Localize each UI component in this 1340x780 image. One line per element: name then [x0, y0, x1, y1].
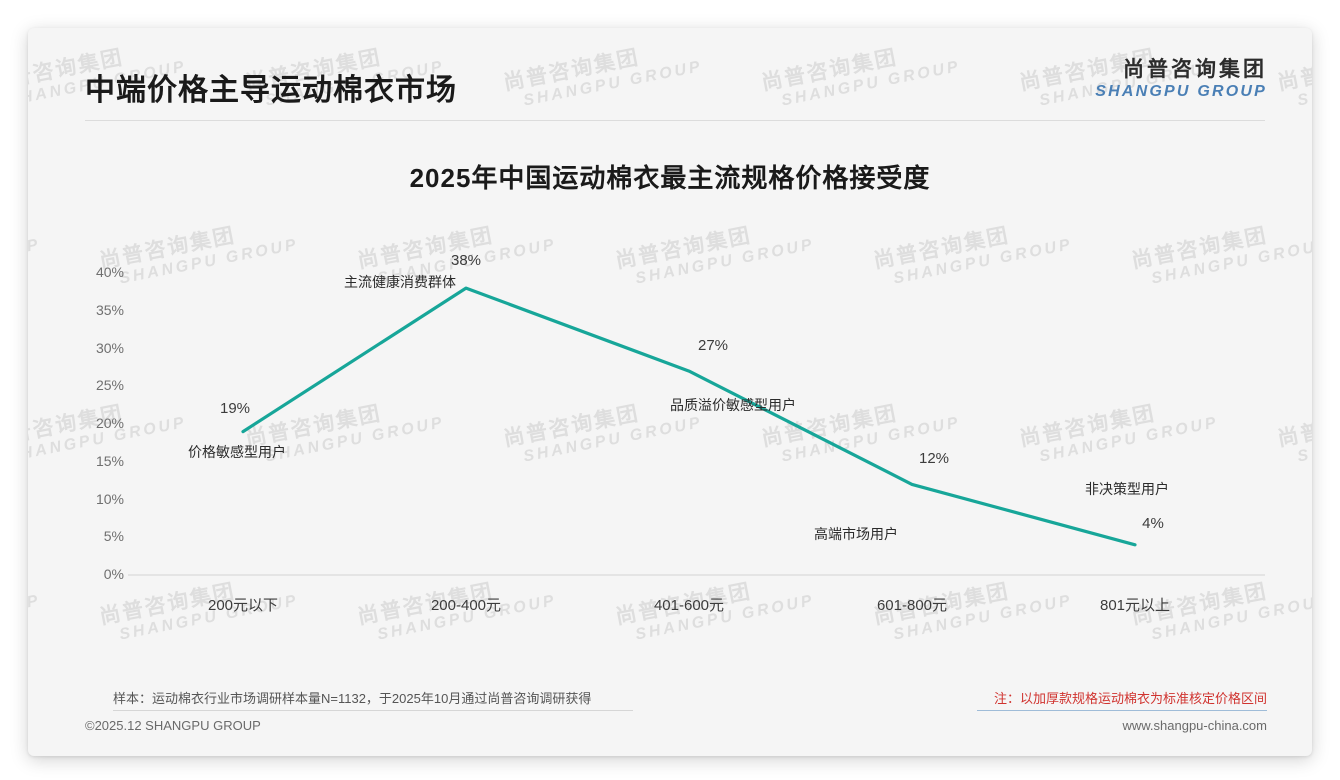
point-annotation-label: 非决策型用户	[1085, 480, 1169, 497]
sample-note: 样本：运动棉衣行业市场调研样本量N=1132，于2025年10月通过尚普咨询调研…	[113, 691, 592, 706]
y-axis-tick-label: 5%	[103, 528, 124, 545]
website-link[interactable]: www.shangpu-china.com	[1122, 718, 1267, 733]
company-logo: 尚普咨询集团 SHANGPU GROUP	[1095, 58, 1267, 103]
slide-footer: ©2025.12 SHANGPU GROUP www.shangpu-china…	[28, 710, 1312, 756]
slide-card: 尚普咨询集团 SHANGPU GROUP 尚普咨询集团 SHANGPU GROUP 尚普…	[28, 28, 1312, 756]
y-axis-tick-label: 15%	[95, 452, 124, 469]
x-axis-tick-label: 601-800元	[876, 597, 948, 614]
x-axis-tick-label: 801元以上	[1099, 597, 1171, 614]
x-axis-tick-label: 200元以下	[207, 597, 279, 614]
point-annotation-label: 品质溢价敏感型用户	[670, 397, 796, 414]
data-value-label: 27%	[697, 337, 729, 355]
y-axis-tick-label: 25%	[95, 377, 124, 394]
caution-note-divider	[977, 710, 1267, 711]
y-axis-tick-label: 0%	[103, 566, 124, 582]
logo-chinese-text: 尚普咨询集团	[1123, 58, 1267, 81]
point-annotation-label: 价格敏感型用户	[188, 443, 286, 460]
data-value-label: 19%	[219, 399, 251, 417]
header-divider	[85, 120, 1265, 121]
data-value-label: 12%	[918, 450, 950, 468]
y-axis-tick-label: 10%	[95, 490, 124, 507]
logo-english-text: SHANGPU GROUP	[1095, 83, 1267, 101]
y-axis-tick-label: 35%	[95, 301, 124, 318]
y-axis-tick-label: 30%	[95, 339, 124, 356]
data-value-label: 4%	[1142, 514, 1164, 532]
line-chart-plot	[128, 286, 1265, 576]
sample-note-divider	[113, 710, 633, 711]
y-axis-tick-label: 40%	[95, 264, 124, 280]
point-annotation-label: 高端市场用户	[814, 526, 898, 543]
y-axis-tick-label: 20%	[95, 415, 124, 431]
x-axis-tick-label: 200-400元	[430, 597, 502, 614]
slide-header: 中端价格主导运动棉衣市场 尚普咨询集团 SHANGPU GROUP	[28, 28, 1312, 122]
caution-note: 注：以加厚款规格运动棉衣为标准核定价格区间	[993, 691, 1267, 706]
copyright-text: ©2025.12 SHANGPU GROUP	[85, 718, 261, 733]
chart-title: 2025年中国运动棉衣最主流规格价格接受度	[409, 163, 931, 193]
page-title: 中端价格主导运动棉衣市场	[85, 74, 457, 107]
data-value-label: 38%	[450, 252, 482, 270]
point-annotation-label: 主流健康消费群体	[344, 274, 456, 291]
data-series-line	[241, 286, 1137, 547]
x-axis-tick-label: 401-600元	[653, 597, 725, 614]
